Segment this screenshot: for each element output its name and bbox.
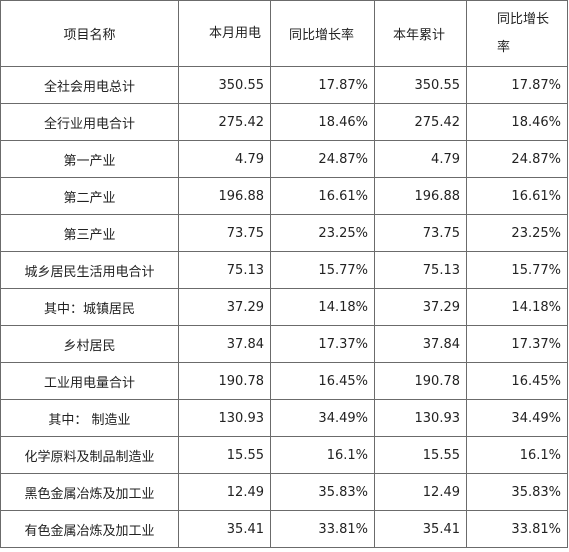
item-name-cell: 全行业用电合计: [0, 103, 179, 141]
year-total-cell: 196.88: [374, 177, 467, 215]
table-row: 化学原料及制品制造业 15.55 16.1% 15.55 16.1%: [0, 436, 568, 474]
year-total-cell: 12.49: [374, 473, 467, 511]
item-name-cell: 工业用电量合计: [0, 362, 179, 400]
year-total-cell: 35.41: [374, 510, 467, 548]
table-row: 城乡居民生活用电合计 75.13 15.77% 75.13 15.77%: [0, 251, 568, 289]
month-growth-cell: 33.81%: [270, 510, 375, 548]
month-growth-cell: 24.87%: [270, 140, 375, 178]
year-growth-cell: 16.1%: [466, 436, 568, 474]
item-name-cell: 全社会用电总计: [0, 66, 179, 104]
year-total-cell: 4.79: [374, 140, 467, 178]
year-growth-cell: 23.25%: [466, 214, 568, 252]
table-row: 全社会用电总计 350.55 17.87% 350.55 17.87%: [0, 66, 568, 104]
table-row: 全行业用电合计 275.42 18.46% 275.42 18.46%: [0, 103, 568, 141]
month-growth-cell: 16.61%: [270, 177, 375, 215]
month-usage-cell: 35.41: [178, 510, 271, 548]
item-name-cell: 有色金属冶炼及加工业: [0, 510, 179, 548]
month-growth-cell: 34.49%: [270, 399, 375, 437]
item-name-cell: 化学原料及制品制造业: [0, 436, 179, 474]
header-year-total: 本年累计: [374, 0, 467, 67]
year-growth-cell: 17.37%: [466, 325, 568, 363]
month-growth-cell: 15.77%: [270, 251, 375, 289]
month-growth-cell: 16.45%: [270, 362, 375, 400]
year-total-cell: 275.42: [374, 103, 467, 141]
item-name-cell: 黑色金属冶炼及加工业: [0, 473, 179, 511]
month-growth-cell: 35.83%: [270, 473, 375, 511]
month-growth-cell: 14.18%: [270, 288, 375, 326]
year-total-cell: 130.93: [374, 399, 467, 437]
year-total-cell: 37.29: [374, 288, 467, 326]
item-name-cell: 第三产业: [0, 214, 179, 252]
year-growth-cell: 16.45%: [466, 362, 568, 400]
month-usage-cell: 196.88: [178, 177, 271, 215]
month-usage-cell: 12.49: [178, 473, 271, 511]
month-usage-cell: 4.79: [178, 140, 271, 178]
month-usage-cell: 73.75: [178, 214, 271, 252]
table-row: 第二产业 196.88 16.61% 196.88 16.61%: [0, 177, 568, 215]
item-name-cell: 第一产业: [0, 140, 179, 178]
year-growth-cell: 14.18%: [466, 288, 568, 326]
month-usage-cell: 350.55: [178, 66, 271, 104]
month-usage-cell: 190.78: [178, 362, 271, 400]
item-name-cell: 乡村居民: [0, 325, 179, 363]
month-growth-cell: 18.46%: [270, 103, 375, 141]
year-growth-cell: 17.87%: [466, 66, 568, 104]
month-usage-cell: 275.42: [178, 103, 271, 141]
table-row: 工业用电量合计 190.78 16.45% 190.78 16.45%: [0, 362, 568, 400]
header-year-growth: 同比增长率: [466, 0, 568, 67]
month-growth-cell: 16.1%: [270, 436, 375, 474]
item-name-cell: 第二产业: [0, 177, 179, 215]
item-name-cell: 其中：城镇居民: [0, 288, 179, 326]
table-row: 有色金属冶炼及加工业 35.41 33.81% 35.41 33.81%: [0, 510, 568, 548]
year-total-cell: 190.78: [374, 362, 467, 400]
year-growth-cell: 18.46%: [466, 103, 568, 141]
table-row: 其中： 制造业 130.93 34.49% 130.93 34.49%: [0, 399, 568, 437]
year-total-cell: 37.84: [374, 325, 467, 363]
table-row: 第一产业 4.79 24.87% 4.79 24.87%: [0, 140, 568, 178]
month-usage-cell: 130.93: [178, 399, 271, 437]
year-growth-cell: 16.61%: [466, 177, 568, 215]
table-row: 其中：城镇居民 37.29 14.18% 37.29 14.18%: [0, 288, 568, 326]
year-total-cell: 73.75: [374, 214, 467, 252]
month-growth-cell: 17.87%: [270, 66, 375, 104]
item-name-cell: 其中： 制造业: [0, 399, 179, 437]
month-usage-cell: 37.29: [178, 288, 271, 326]
header-month-usage: 本月用电: [178, 0, 271, 67]
header-item-name: 项目名称: [0, 0, 179, 67]
month-usage-cell: 37.84: [178, 325, 271, 363]
year-growth-cell: 24.87%: [466, 140, 568, 178]
year-growth-cell: 35.83%: [466, 473, 568, 511]
table-row: 黑色金属冶炼及加工业 12.49 35.83% 12.49 35.83%: [0, 473, 568, 511]
month-usage-cell: 15.55: [178, 436, 271, 474]
month-growth-cell: 17.37%: [270, 325, 375, 363]
month-usage-cell: 75.13: [178, 251, 271, 289]
item-name-cell: 城乡居民生活用电合计: [0, 251, 179, 289]
year-growth-cell: 33.81%: [466, 510, 568, 548]
month-growth-cell: 23.25%: [270, 214, 375, 252]
year-total-cell: 350.55: [374, 66, 467, 104]
table-row: 第三产业 73.75 23.25% 73.75 23.25%: [0, 214, 568, 252]
year-total-cell: 75.13: [374, 251, 467, 289]
header-month-growth: 同比增长率: [270, 0, 375, 67]
table-header-row: 项目名称 本月用电 同比增长率 本年累计 同比增长率: [0, 0, 568, 67]
table-row: 乡村居民 37.84 17.37% 37.84 17.37%: [0, 325, 568, 363]
year-total-cell: 15.55: [374, 436, 467, 474]
year-growth-cell: 34.49%: [466, 399, 568, 437]
table-body: 全社会用电总计 350.55 17.87% 350.55 17.87% 全行业用电合计 27…: [0, 66, 568, 548]
year-growth-cell: 15.77%: [466, 251, 568, 289]
